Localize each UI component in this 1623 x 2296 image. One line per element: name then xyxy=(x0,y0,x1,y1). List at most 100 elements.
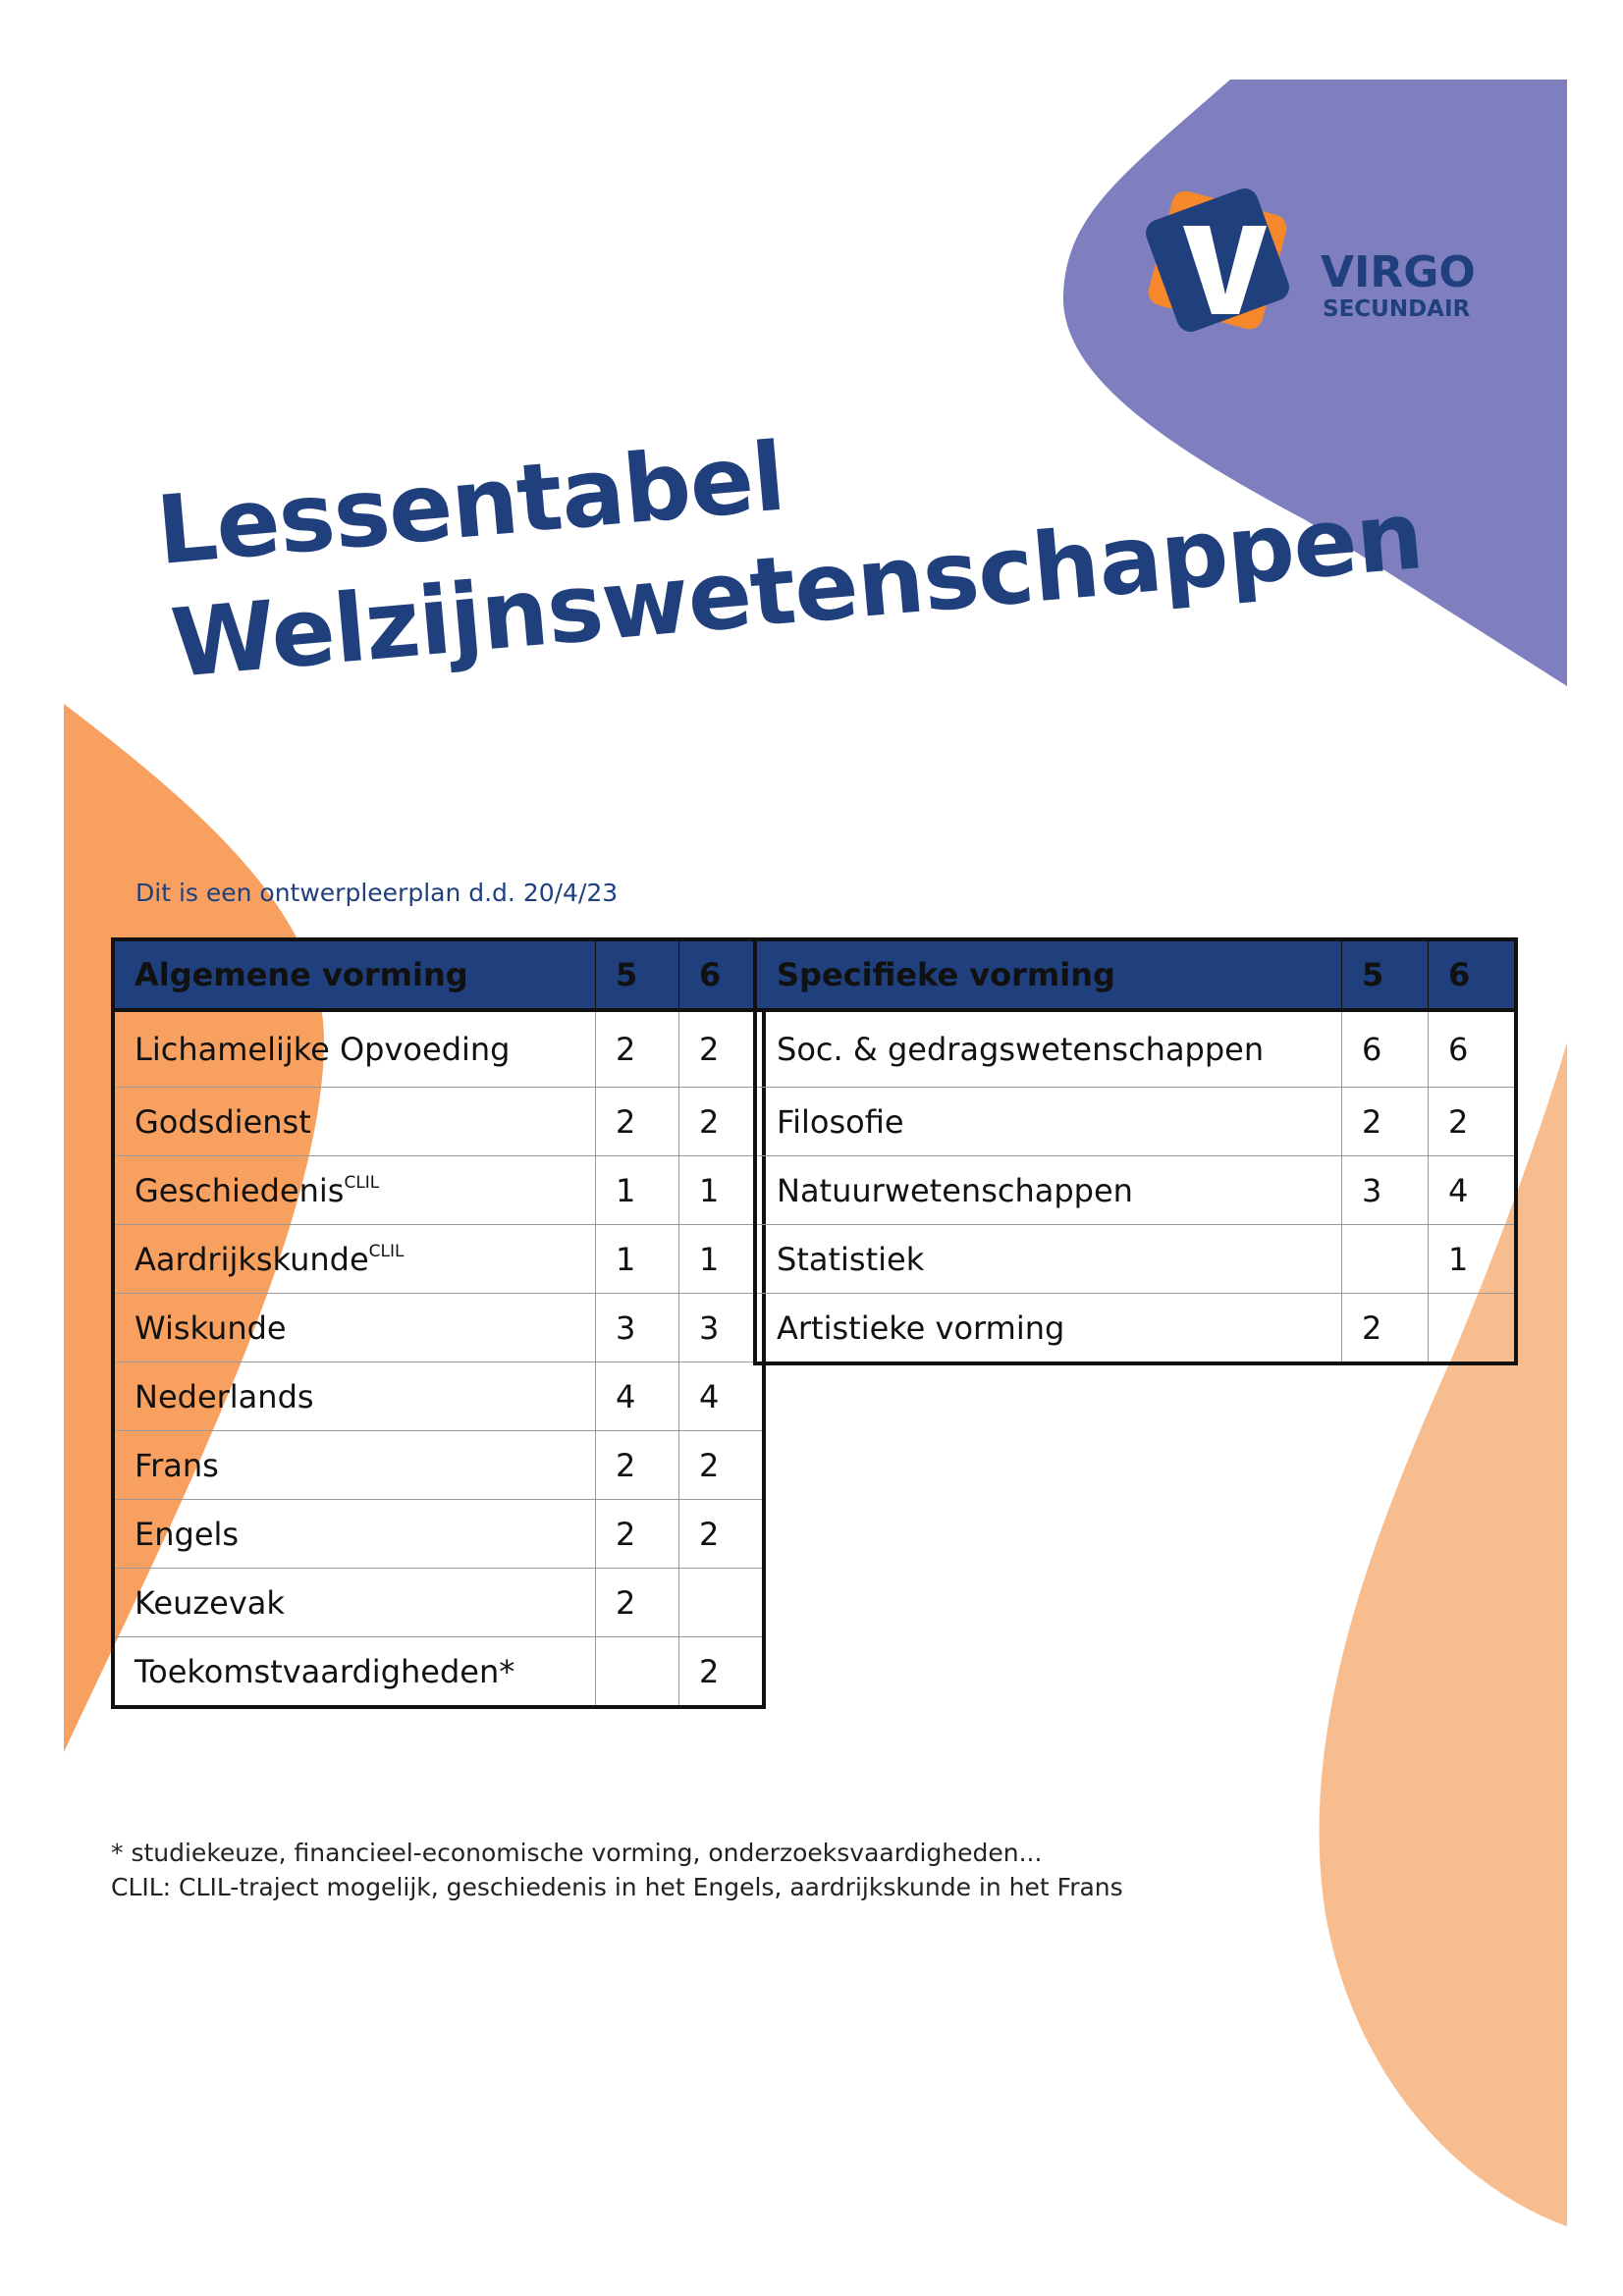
subject: Nederlands xyxy=(135,1377,314,1415)
row: GeschiedenisCLIL 1 1 xyxy=(112,1155,765,1225)
hours: 2 xyxy=(1362,1102,1382,1141)
hours: 1 xyxy=(699,1240,720,1278)
hours-cell: 2 xyxy=(678,1009,765,1088)
hours-cell: 2 xyxy=(1341,1293,1429,1364)
hours: 2 xyxy=(616,1446,636,1484)
table: Specifieke vorming 5 6 Soc. & gedragswetens… xyxy=(753,937,1518,1365)
row: Keuzevak 2 xyxy=(112,1568,765,1637)
hours: 1 xyxy=(616,1171,636,1209)
subject: Artistieke vorming xyxy=(777,1308,1065,1347)
row: Artistieke vorming 2 xyxy=(754,1293,1517,1364)
header-cell: 6 xyxy=(1428,938,1517,1011)
row: Wiskunde 3 3 xyxy=(112,1293,765,1362)
header-cell: 6 xyxy=(678,938,765,1011)
subject-cell: AardrijkskundeCLIL xyxy=(112,1224,596,1294)
hours: 6 xyxy=(1362,1031,1382,1068)
hours: 4 xyxy=(616,1377,636,1415)
hours-cell: 2 xyxy=(678,1087,765,1156)
hours: 6 xyxy=(1448,1031,1469,1068)
hours-cell: 4 xyxy=(595,1362,679,1431)
hours: 4 xyxy=(699,1377,720,1415)
subject: Engels xyxy=(135,1515,240,1553)
subject: Filosofie xyxy=(777,1102,904,1141)
superscript: CLIL xyxy=(344,1172,380,1193)
hours-cell: 3 xyxy=(595,1293,679,1362)
superscript: CLIL xyxy=(368,1241,405,1261)
hours: 2 xyxy=(699,1515,720,1553)
subject-cell: Artistieke vorming xyxy=(754,1293,1342,1364)
logo-icon xyxy=(1146,188,1289,332)
hours-cell: 2 xyxy=(595,1499,679,1569)
row: Engels 2 2 xyxy=(112,1499,765,1569)
hours-cell: 2 xyxy=(678,1499,765,1569)
header-cell: 5 xyxy=(595,938,679,1011)
footnote: CLIL: CLIL-traject mogelijk, geschiedeni… xyxy=(111,1873,1123,1901)
hours-cell: 2 xyxy=(595,1430,679,1500)
hours-cell: 3 xyxy=(1341,1155,1429,1225)
hours-cell: 2 xyxy=(1341,1087,1429,1156)
row: Natuurwetenschappen 3 4 xyxy=(754,1155,1517,1225)
hours: 2 xyxy=(699,1031,720,1068)
subject: Aardrijkskunde xyxy=(135,1240,369,1278)
hours: 2 xyxy=(616,1583,636,1622)
subject-cell: Toekomstvaardigheden* xyxy=(112,1636,596,1708)
hours: 3 xyxy=(1362,1171,1382,1209)
hours-cell: 6 xyxy=(1341,1009,1429,1088)
subject-cell: GeschiedenisCLIL xyxy=(112,1155,596,1225)
hours: 2 xyxy=(699,1652,720,1690)
hours-cell: 1 xyxy=(1428,1224,1517,1294)
logo-name: VIRGO xyxy=(1321,247,1476,297)
hours: 1 xyxy=(699,1171,720,1209)
hours-cell: 2 xyxy=(595,1009,679,1088)
subject-cell: Godsdienst xyxy=(112,1087,596,1156)
subject: Geschiedenis xyxy=(135,1171,345,1209)
subject: Keuzevak xyxy=(135,1583,285,1622)
hours: 2 xyxy=(1362,1308,1382,1347)
row: Nederlands 4 4 xyxy=(112,1362,765,1431)
hours: 2 xyxy=(616,1515,636,1553)
hours-cell: 1 xyxy=(678,1224,765,1294)
hours-cell xyxy=(1341,1224,1429,1294)
hours-cell: 4 xyxy=(678,1362,765,1431)
subject: Soc. & gedragswetenschappen xyxy=(777,1031,1265,1068)
subject: Statistiek xyxy=(777,1240,925,1278)
subject-cell: Keuzevak xyxy=(112,1568,596,1637)
row: Toekomstvaardigheden* 2 xyxy=(112,1636,765,1708)
hours-cell: 2 xyxy=(678,1430,765,1500)
header-cell: 5 xyxy=(1341,938,1429,1011)
hours: 1 xyxy=(616,1240,636,1278)
subject-cell: Filosofie xyxy=(754,1087,1342,1156)
hours: 4 xyxy=(1448,1171,1469,1209)
hours-cell: 3 xyxy=(678,1293,765,1362)
hours-cell: 2 xyxy=(595,1568,679,1637)
hours-cell: 1 xyxy=(678,1155,765,1225)
subject: Toekomstvaardigheden* xyxy=(135,1652,515,1690)
hours-cell: 2 xyxy=(595,1087,679,1156)
hours: 3 xyxy=(699,1308,720,1347)
row: Filosofie 2 2 xyxy=(754,1087,1517,1156)
hours: 2 xyxy=(1448,1102,1469,1141)
row: AardrijkskundeCLIL 1 1 xyxy=(112,1224,765,1294)
subtitle: Dit is een ontwerpleerplan d.d. 20/4/23 xyxy=(135,879,619,907)
hours: 2 xyxy=(699,1102,720,1141)
subject-cell: Frans xyxy=(112,1430,596,1500)
hours-cell xyxy=(678,1568,765,1637)
subject-cell: Nederlands xyxy=(112,1362,596,1431)
hours-cell: 2 xyxy=(678,1636,765,1708)
subject: Godsdienst xyxy=(135,1102,311,1141)
subject-cell: Wiskunde xyxy=(112,1293,596,1362)
hours-cell: 4 xyxy=(1428,1155,1517,1225)
hours-cell: 2 xyxy=(1428,1087,1517,1156)
subject-cell: Engels xyxy=(112,1499,596,1569)
subject: Lichamelijke Opvoeding xyxy=(135,1031,511,1068)
table: Algemene vorming 5 6 Lichamelijke Opvoeding… xyxy=(111,937,766,1709)
header-cell: Algemene vorming xyxy=(112,938,596,1011)
header-row: Algemene vorming 5 6 xyxy=(112,938,765,1011)
subject: Wiskunde xyxy=(135,1308,287,1347)
subject: Frans xyxy=(135,1446,219,1484)
row: Lichamelijke Opvoeding 2 2 xyxy=(112,1009,765,1088)
hours-cell xyxy=(595,1636,679,1708)
row: Soc. & gedragswetenschappen 6 6 xyxy=(754,1009,1517,1088)
subject-cell: Natuurwetenschappen xyxy=(754,1155,1342,1225)
